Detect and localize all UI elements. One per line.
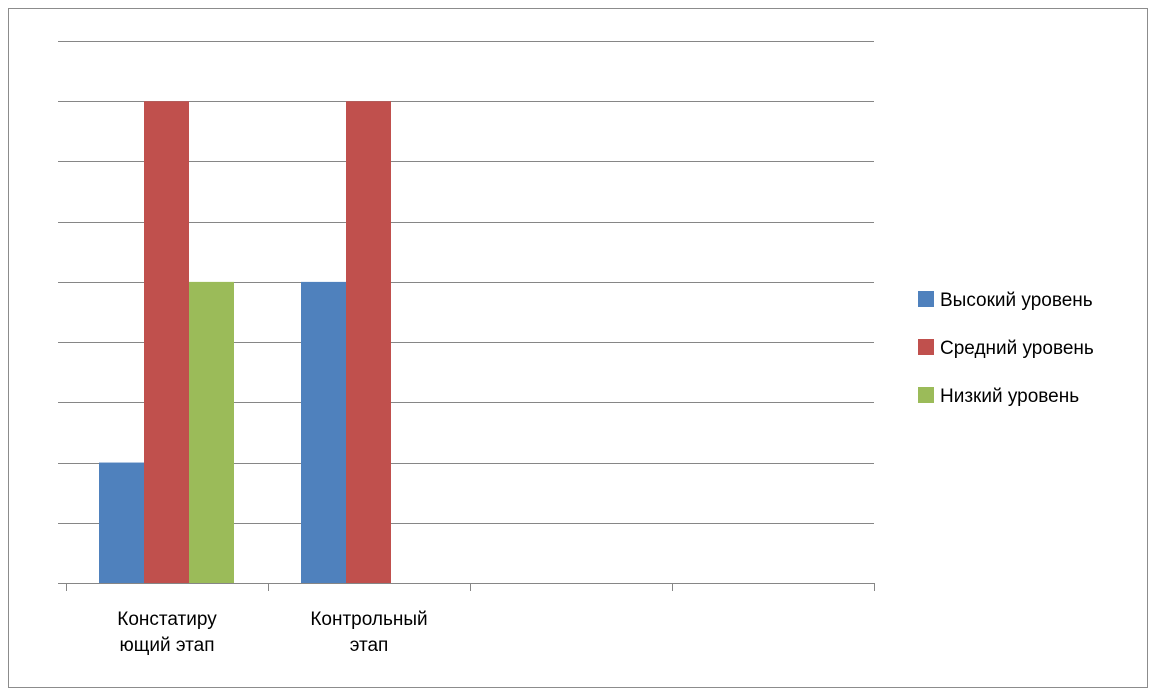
legend: Высокий уровень Средний уровень Низкий уро… [918, 290, 1094, 407]
category-label: ющий этап [119, 635, 214, 656]
bars [99, 101, 391, 583]
bar [144, 101, 189, 583]
category-label: Констатиру [117, 609, 217, 630]
legend-swatch [918, 387, 934, 403]
legend-label: Средний уровень [940, 338, 1094, 359]
legend-swatch [918, 291, 934, 307]
legend-swatch [918, 339, 934, 355]
category-labels: Констатиру ющий этап Контрольный этап [117, 609, 427, 656]
category-label: этап [350, 635, 389, 656]
bar [99, 462, 144, 583]
bar [189, 281, 234, 583]
x-axis [58, 583, 875, 591]
category-label: Контрольный [310, 609, 427, 630]
bar [301, 281, 346, 583]
legend-label: Высокий уровень [940, 290, 1093, 311]
legend-label: Низкий уровень [940, 386, 1079, 407]
bar [346, 101, 391, 583]
